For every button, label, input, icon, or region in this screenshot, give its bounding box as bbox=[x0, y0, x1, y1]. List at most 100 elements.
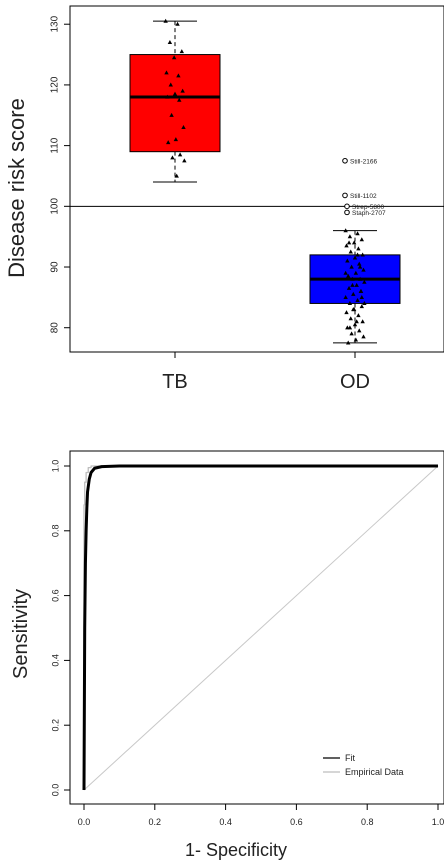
data-point bbox=[344, 243, 349, 248]
box-y-tick-label: 110 bbox=[50, 137, 61, 153]
data-point bbox=[350, 282, 355, 287]
roc-x-axis: 0.0 0.2 0.4 0.6 0.8 1.0 bbox=[78, 804, 444, 827]
data-point bbox=[179, 49, 184, 54]
data-point bbox=[347, 325, 353, 330]
outlier-point bbox=[342, 192, 348, 199]
box-plot-panel: 80 90 100 110 120 130 TB OD Still-2166 Still-11… bbox=[4, 5, 444, 393]
data-point bbox=[182, 158, 187, 163]
data-point bbox=[167, 40, 173, 45]
data-point bbox=[353, 270, 359, 275]
legend-empirical-label: Empirical Data bbox=[345, 767, 404, 777]
data-point bbox=[343, 228, 348, 233]
data-point bbox=[354, 319, 359, 324]
data-point bbox=[350, 276, 355, 281]
data-point bbox=[354, 282, 359, 287]
roc-marks bbox=[82, 464, 439, 791]
data-point bbox=[347, 234, 353, 239]
box-y-tick-label: 80 bbox=[50, 322, 61, 334]
fit-line bbox=[82, 464, 438, 791]
data-point bbox=[170, 155, 175, 160]
roc-y-tick-label: 0.2 bbox=[50, 719, 60, 732]
data-point bbox=[355, 252, 360, 257]
data-point bbox=[173, 137, 179, 142]
data-point bbox=[166, 140, 171, 145]
data-point bbox=[171, 55, 177, 60]
data-point bbox=[163, 18, 168, 23]
data-point bbox=[343, 294, 348, 299]
roc-x-tick-label: 0.2 bbox=[149, 817, 162, 827]
roc-y-axis-label: Sensitivity bbox=[10, 589, 32, 679]
box-y-tick-label: 100 bbox=[50, 198, 61, 215]
box-y-axis-label: Disease risk score bbox=[4, 98, 29, 278]
roc-y-tick-label: 0.4 bbox=[50, 654, 60, 667]
data-point bbox=[175, 21, 180, 26]
box-y-tick-label: 130 bbox=[50, 15, 61, 32]
roc-y-tick-label: 0.8 bbox=[50, 525, 60, 538]
data-point bbox=[181, 125, 186, 130]
data-point bbox=[343, 270, 348, 275]
box-x-tick-label: OD bbox=[340, 371, 370, 393]
data-point bbox=[357, 264, 363, 269]
empirical-line bbox=[83, 465, 438, 790]
box-x-axis: TB OD bbox=[162, 352, 370, 393]
roc-x-tick-label: 0.4 bbox=[219, 817, 232, 827]
outlier-point bbox=[344, 203, 350, 210]
roc-y-tick-label: 1.0 bbox=[50, 460, 60, 473]
data-point bbox=[169, 112, 174, 117]
data-point bbox=[362, 301, 367, 306]
roc-y-tick-label: 0.6 bbox=[50, 589, 60, 602]
outlier-label: Staph-2707 bbox=[352, 210, 386, 217]
diagonal-line bbox=[83, 465, 439, 791]
outlier-label: Still-2166 bbox=[350, 158, 377, 165]
roc-y-tick-label: 0.0 bbox=[50, 784, 60, 797]
data-point bbox=[348, 316, 353, 321]
data-point bbox=[168, 82, 173, 87]
data-point bbox=[177, 97, 182, 102]
roc-x-tick-label: 0.0 bbox=[78, 817, 91, 827]
data-point bbox=[358, 288, 364, 293]
roc-x-axis-label: 1- Specificity bbox=[185, 840, 287, 860]
roc-y-axis: 0.0 0.2 0.4 0.6 0.8 1.0 bbox=[50, 460, 70, 797]
data-point bbox=[357, 276, 363, 281]
data-point bbox=[361, 334, 366, 339]
data-point bbox=[359, 237, 364, 242]
data-point bbox=[349, 331, 354, 336]
data-point bbox=[355, 231, 360, 236]
data-point bbox=[344, 310, 349, 315]
data-point bbox=[346, 273, 351, 278]
data-point bbox=[351, 291, 356, 296]
data-point bbox=[360, 319, 365, 324]
data-point bbox=[174, 173, 179, 178]
outlier-point bbox=[344, 209, 350, 216]
box-y-tick-label: 120 bbox=[50, 76, 61, 93]
data-point bbox=[352, 322, 358, 327]
data-point bbox=[357, 328, 362, 333]
data-point bbox=[348, 249, 353, 254]
box-TB bbox=[129, 54, 221, 153]
roc-x-tick-label: 0.6 bbox=[290, 817, 303, 827]
data-point bbox=[361, 267, 366, 272]
data-point bbox=[356, 313, 361, 318]
data-point bbox=[180, 88, 185, 93]
data-point bbox=[355, 298, 360, 303]
data-point bbox=[357, 261, 362, 266]
data-point bbox=[360, 252, 365, 257]
data-point bbox=[346, 340, 351, 345]
roc-x-tick-label: 0.8 bbox=[361, 817, 374, 827]
outlier-label: Still-1102 bbox=[350, 193, 377, 200]
roc-panel: 0.0 0.2 0.4 0.6 0.8 1.0 0.0 0.2 0.4 0.6 0.8 1.0 Se… bbox=[10, 450, 444, 860]
outlier-point bbox=[342, 157, 348, 164]
data-point bbox=[356, 246, 361, 251]
data-point bbox=[352, 255, 358, 260]
data-point bbox=[176, 73, 181, 78]
roc-x-tick-label: 1.0 bbox=[432, 817, 444, 827]
box-plot-frame bbox=[69, 5, 444, 353]
data-point bbox=[164, 70, 169, 75]
data-point bbox=[177, 152, 183, 157]
data-point bbox=[362, 279, 367, 284]
data-point bbox=[165, 94, 170, 99]
data-point bbox=[351, 240, 357, 245]
data-point bbox=[359, 304, 364, 309]
outlier-label: Strep-5800 bbox=[352, 204, 385, 211]
